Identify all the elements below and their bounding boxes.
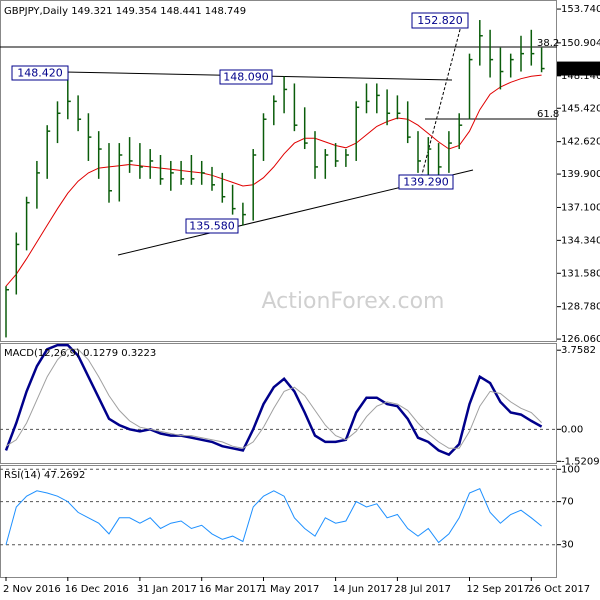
trend-line	[419, 21, 463, 183]
label-box	[398, 174, 454, 190]
moving-average	[5, 74, 542, 287]
x-tick-label: 16 Dec 2016	[65, 584, 129, 595]
x-tick-label: 28 Jul 2017	[394, 584, 451, 595]
x-tick-label: 31 Jan 2017	[137, 584, 197, 595]
y-tick-label: 131.580	[561, 268, 600, 279]
chart-title: GBPJPY,Daily 149.321 149.354 148.441 148…	[4, 6, 246, 17]
watermark: ActionForex.com	[262, 289, 445, 314]
quote: 149.321 149.354 148.441 148.749	[71, 6, 246, 17]
macd-panel	[0, 343, 557, 464]
label-box	[219, 69, 273, 85]
rsi-panel	[0, 465, 557, 578]
x-tick-label: 26 Oct 2017	[528, 584, 590, 595]
x-tick-label: 1 May 2017	[261, 584, 320, 595]
y-tick-label: 148.140	[561, 71, 600, 82]
y-tick-label: 142.620	[561, 137, 600, 148]
y-tick-label: 137.100	[561, 202, 600, 213]
label-box	[185, 218, 239, 234]
y-tick-label: 134.340	[561, 235, 600, 246]
last-price-label: 148.749	[560, 64, 600, 75]
y-tick-label: 70	[561, 497, 574, 508]
series-line	[5, 348, 542, 449]
plot	[0, 20, 557, 546]
x-tick-label: 2 Nov 2016	[3, 584, 61, 595]
label-box	[411, 12, 469, 29]
rsi-title: RSI(14) 47.2692	[4, 470, 85, 481]
symbol: GBPJPY,Daily	[4, 6, 68, 17]
x-tick-label: 14 Jun 2017	[333, 584, 393, 595]
y-tick-label: 139.900	[561, 169, 600, 180]
fib-label: 38.2	[537, 38, 559, 49]
y-tick-label: -1.5209	[561, 456, 600, 467]
last-price-box	[557, 61, 600, 76]
macd-title: MACD(12,26,9) 0.1279 0.3223	[4, 348, 156, 359]
y-tick-label: 153.740	[561, 4, 600, 15]
y-tick-label: 150.904	[561, 38, 600, 49]
y-tick-label: 126.060	[561, 334, 600, 345]
y-tick-label: 145.420	[561, 103, 600, 114]
label-box	[11, 65, 69, 81]
series-line	[5, 488, 542, 545]
annotation: 148.090	[223, 71, 269, 84]
annotation: 152.820	[417, 14, 463, 27]
y-tick-label: 128.780	[561, 302, 600, 313]
annotations: 152.820 148.420 148.090 135.580 139.290 …	[11, 12, 559, 234]
y-tick-label: 30	[561, 540, 574, 551]
x-tick-label: 16 Mar 2017	[199, 584, 262, 595]
annotation: 135.580	[189, 220, 235, 233]
y-tick-label: 100	[561, 464, 580, 475]
y-tick-label: 3.7582	[561, 345, 596, 356]
annotation: 139.290	[403, 176, 449, 189]
y-tick-label: 0.00	[561, 424, 583, 435]
series-line	[4, 343, 543, 457]
fib-label: 61.8	[537, 109, 559, 120]
x-tick-label: 12 Sep 2017	[467, 584, 530, 595]
annotation: 148.420	[17, 67, 63, 80]
